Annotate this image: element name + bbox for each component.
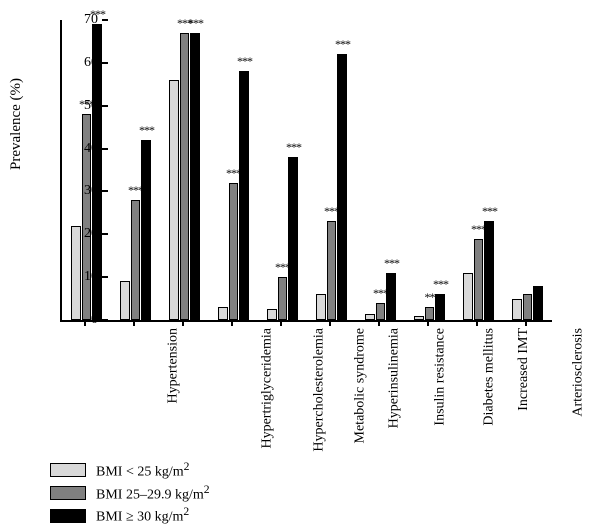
x-tick: [329, 320, 331, 326]
bar: [141, 140, 151, 320]
legend: BMI < 25 kg/m2 BMI 25–29.9 kg/m2 BMI ≥ 3…: [50, 460, 210, 528]
bar: [365, 314, 375, 320]
significance-marker: ***: [286, 140, 301, 155]
bar: [463, 273, 473, 320]
bar: [190, 33, 200, 320]
significance-marker: **: [425, 290, 435, 305]
significance-marker: ***: [139, 123, 154, 138]
x-tick: [476, 320, 478, 326]
significance-marker: ***: [237, 54, 252, 69]
bar: [131, 200, 141, 320]
significance-marker: ***: [335, 37, 350, 52]
legend-item: BMI 25–29.9 kg/m2: [50, 483, 210, 504]
x-tick: [231, 320, 233, 326]
x-tick: [378, 320, 380, 326]
bar: [316, 294, 326, 320]
bar: [267, 309, 277, 320]
y-tick-label: 20: [84, 226, 98, 242]
legend-swatch: [50, 486, 86, 500]
y-tick: [102, 233, 108, 235]
x-tick-label: Hyperinsulinemia: [386, 328, 402, 428]
legend-label: BMI < 25 kg/m2: [96, 460, 189, 481]
significance-marker: ***: [482, 204, 497, 219]
y-tick: [102, 105, 108, 107]
bar: [71, 226, 81, 320]
bar: [386, 273, 396, 320]
y-tick: [102, 19, 108, 21]
bar: [278, 277, 288, 320]
x-tick-label: Metabolic syndrome: [352, 328, 368, 443]
x-tick-label: Increased IMT: [515, 328, 531, 411]
x-tick: [84, 320, 86, 326]
bar: [327, 221, 337, 320]
bar: [474, 239, 484, 320]
legend-label: BMI 25–29.9 kg/m2: [96, 483, 210, 504]
bar: [288, 157, 298, 320]
plot-area: ****************************************…: [60, 20, 552, 322]
significance-marker: ***: [384, 256, 399, 271]
x-tick-label: Diabetes mellitus: [481, 328, 497, 426]
legend-swatch: [50, 463, 86, 477]
x-tick: [427, 320, 429, 326]
x-tick: [280, 320, 282, 326]
y-tick: [102, 276, 108, 278]
y-tick-label: 0: [91, 312, 98, 328]
bar: [239, 71, 249, 320]
x-tick-label: Arteriosclerosis: [570, 328, 586, 417]
bar: [120, 281, 130, 320]
bar: [523, 294, 533, 320]
bar: [484, 221, 494, 320]
bar: [414, 316, 424, 320]
bar: [533, 286, 543, 320]
bar: [337, 54, 347, 320]
legend-item: BMI ≥ 30 kg/m2: [50, 505, 210, 526]
y-tick: [102, 148, 108, 150]
legend-label: BMI ≥ 30 kg/m2: [96, 505, 189, 526]
bar: [425, 307, 435, 320]
y-tick: [102, 190, 108, 192]
bar: [218, 307, 228, 320]
legend-item: BMI < 25 kg/m2: [50, 460, 210, 481]
significance-marker: ***: [188, 16, 203, 31]
bar: [435, 294, 445, 320]
x-tick-label: Hypertriglyceridemia: [259, 328, 275, 449]
x-tick: [182, 320, 184, 326]
x-tick: [133, 320, 135, 326]
x-tick: [525, 320, 527, 326]
bar: [229, 183, 239, 320]
y-tick: [102, 319, 108, 321]
y-tick-label: 50: [84, 98, 98, 114]
chart-container: Prevalence (%) *************************…: [0, 0, 600, 530]
bar: [169, 80, 179, 320]
x-tick-label: Hypercholesterolemia: [311, 328, 327, 452]
bar: [180, 33, 190, 320]
significance-marker: ***: [433, 277, 448, 292]
y-tick-label: 40: [84, 141, 98, 157]
y-tick: [102, 62, 108, 64]
y-tick-label: 10: [84, 269, 98, 285]
y-axis-label: Prevalence (%): [8, 78, 25, 170]
y-tick-label: 60: [84, 55, 98, 71]
bar: [376, 303, 386, 320]
x-tick-label: Hypertension: [165, 328, 181, 403]
legend-swatch: [50, 509, 86, 523]
x-tick-label: Insulin resistance: [432, 328, 448, 426]
y-tick-label: 30: [84, 183, 98, 199]
bar: [512, 299, 522, 320]
y-tick-label: 70: [84, 12, 98, 28]
